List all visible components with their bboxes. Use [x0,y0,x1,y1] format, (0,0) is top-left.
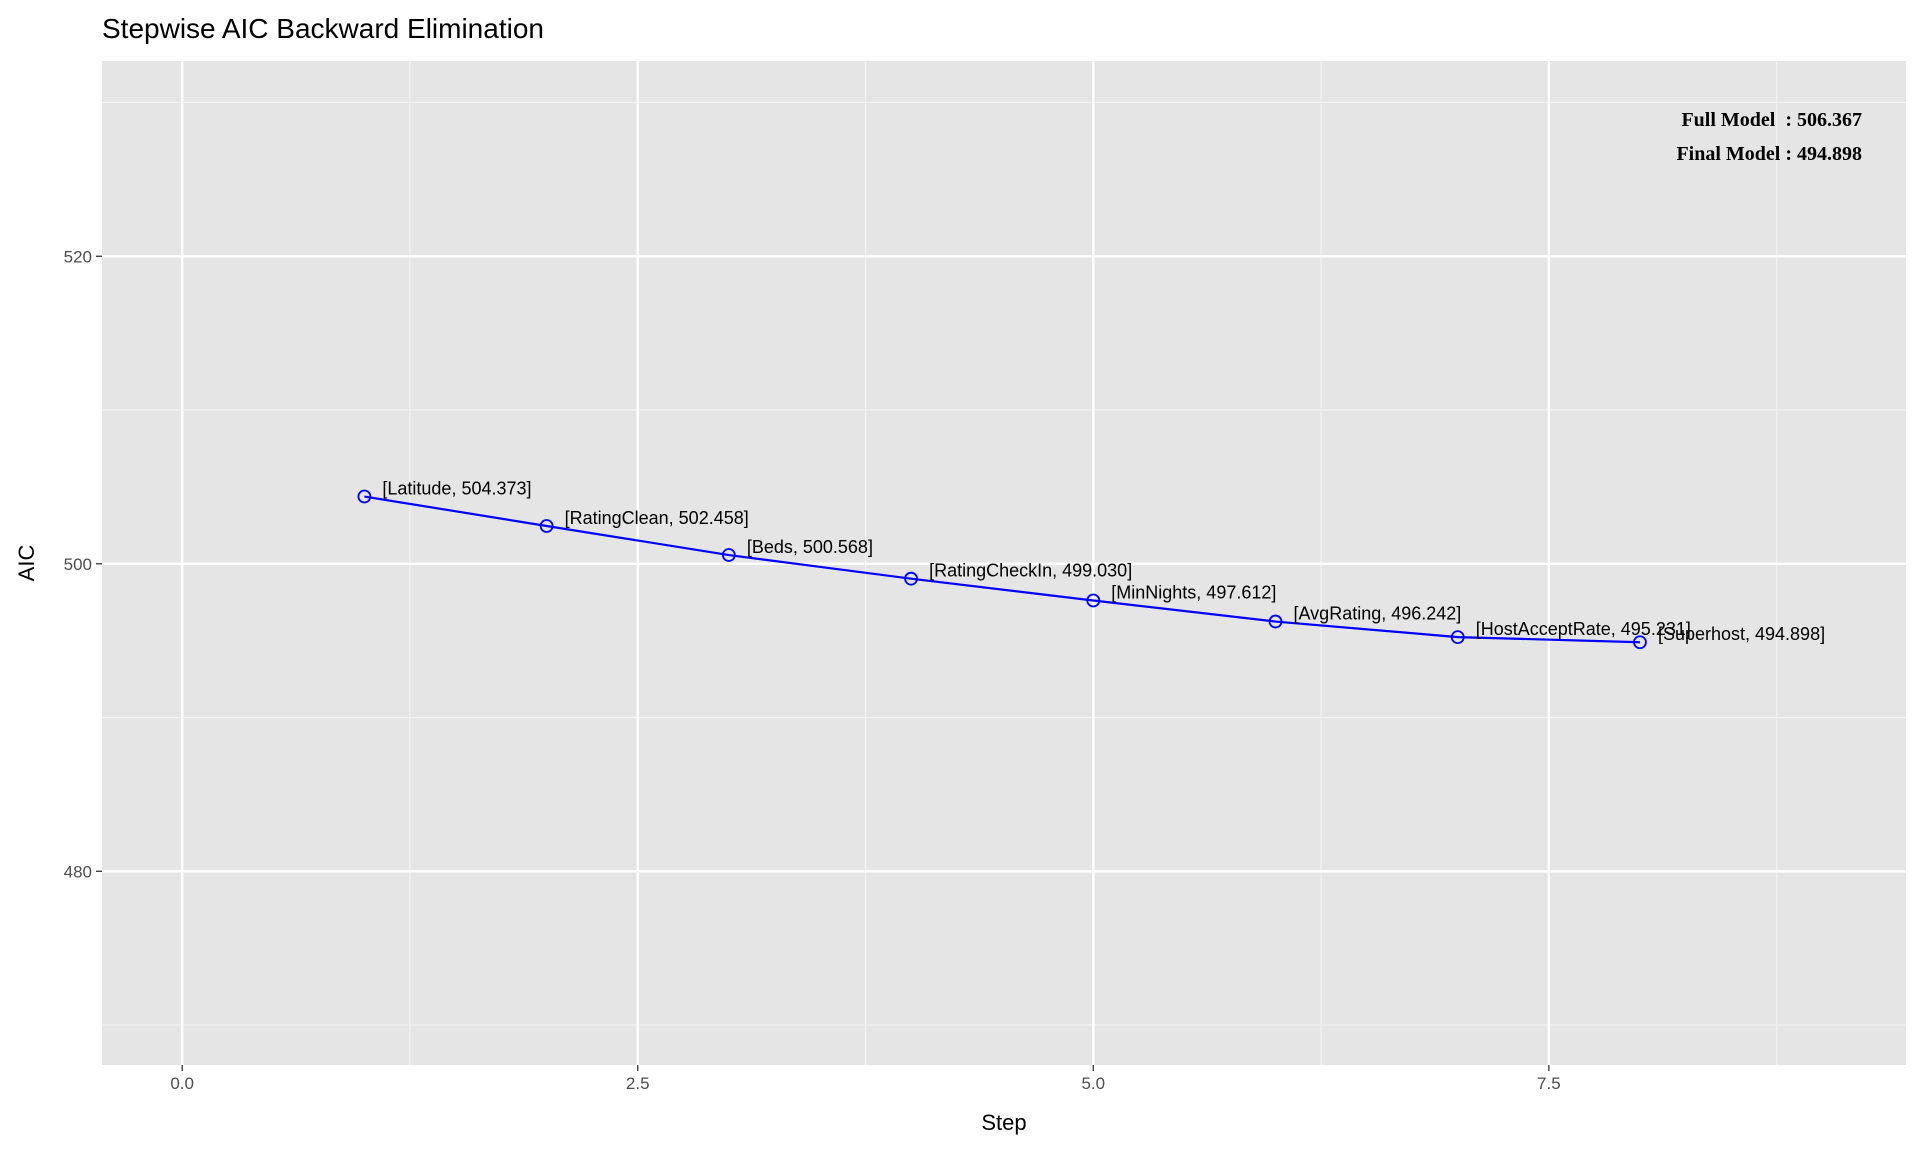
x-axis-title: Step [981,1110,1026,1135]
chart-title: Stepwise AIC Backward Elimination [102,13,544,44]
annotation-final-model: Final Model : 494.898 [1676,143,1862,165]
x-axis-ticks: 0.0 2.5 5.0 7.5 [170,1065,1561,1093]
x-tick-label: 7.5 [1537,1074,1561,1093]
y-axis-title: AIC [14,545,39,582]
x-tick-label: 0.0 [170,1074,194,1093]
data-point [904,571,918,586]
annotation-full-model: Full Model : 506.367 [1681,109,1862,131]
point-labels: [Latitude, 504.373] [RatingClean, 502.458… [382,479,1825,645]
y-axis-ticks: 480 500 520 [64,247,102,881]
data-point [1086,593,1101,608]
x-tick-label: 5.0 [1081,1074,1105,1093]
point-label: [HostAcceptRate, 495.231] [1476,619,1691,639]
data-point [1633,635,1647,650]
data-points [357,489,1647,650]
aic-line [364,495,1640,644]
data-point [721,548,736,562]
point-label: [Beds, 500.568] [747,537,873,557]
y-tick-label: 520 [64,247,92,266]
point-label: [RatingClean, 502.458] [565,508,749,528]
point-label: [Latitude, 504.373] [382,479,531,499]
major-gridlines [102,61,1906,1065]
data-point [1450,630,1465,644]
y-tick-label: 480 [64,862,92,881]
point-label: [RatingCheckIn, 499.030] [929,561,1132,581]
data-point [357,489,372,504]
y-tick-label: 500 [64,555,92,574]
point-label: [MinNights, 497.612] [1111,582,1276,602]
data-point [1268,614,1283,629]
point-label: [AvgRating, 496.242] [1294,604,1462,624]
point-label: [Superhost, 494.898] [1658,624,1825,644]
x-tick-label: 2.5 [626,1074,650,1093]
data-point [539,519,554,533]
